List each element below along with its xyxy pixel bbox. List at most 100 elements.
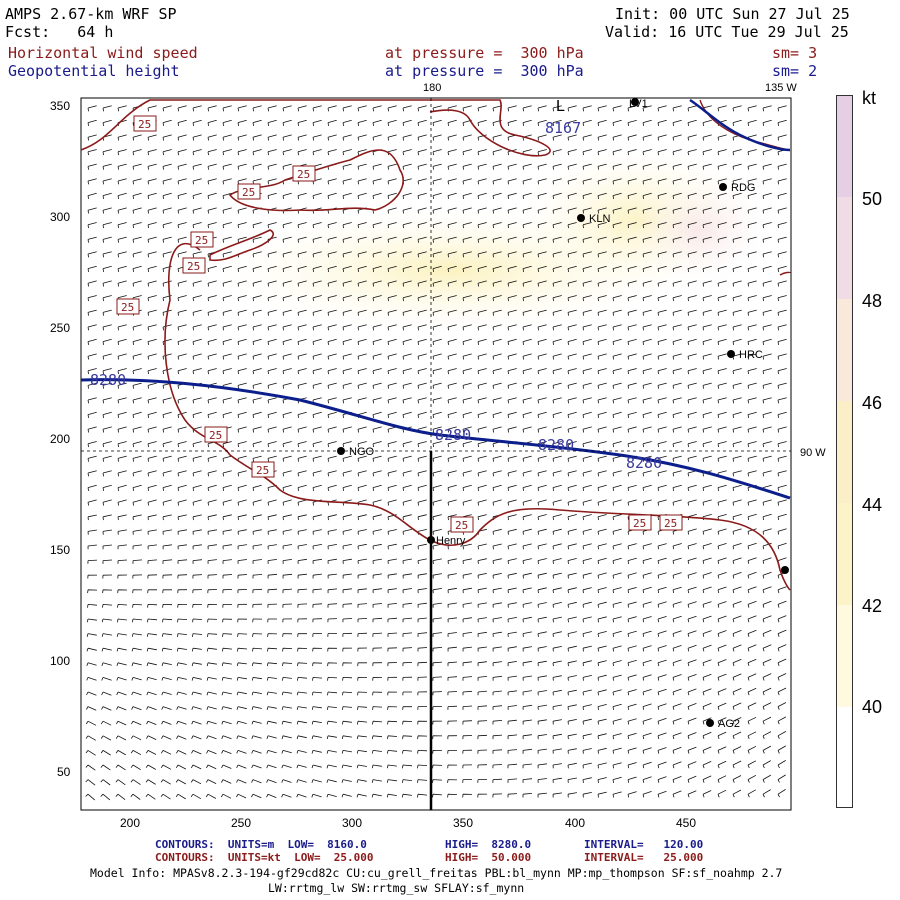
colorbar-label: 40: [862, 697, 883, 717]
wind-barb: [477, 499, 487, 506]
wind-barb: [327, 484, 337, 491]
wind-barb: [417, 750, 428, 754]
wind-barb: [357, 324, 367, 331]
wind-barb: [372, 134, 382, 141]
wind-barb: [417, 470, 427, 477]
wind-barb: [342, 251, 352, 258]
wind-barb: [432, 134, 442, 141]
wind-barb: [447, 705, 458, 710]
wind-barb: [162, 529, 172, 535]
wind-barb: [612, 762, 622, 769]
wind-barb: [642, 761, 652, 769]
wind-barb: [327, 353, 337, 360]
wind-barb: [132, 559, 143, 564]
wind-barb: [717, 557, 727, 564]
wind-barb: [237, 236, 247, 243]
wind-barb: [87, 149, 97, 156]
wind-barb: [206, 750, 217, 755]
wind-barb: [402, 149, 412, 156]
wind-barb: [132, 134, 142, 141]
wind-barb: [657, 645, 667, 652]
wind-barb: [552, 309, 562, 316]
wind-barb: [717, 353, 727, 360]
wind-barb: [702, 441, 712, 448]
wind-barb: [657, 382, 667, 389]
wind-contour: [779, 271, 791, 276]
wind-barb: [492, 587, 502, 594]
wind-barb: [447, 691, 458, 696]
wind-barb: [642, 586, 652, 594]
wind-barb: [642, 689, 652, 696]
wind-barb: [732, 630, 742, 637]
wind-barb: [777, 658, 787, 667]
wind-barb: [387, 543, 397, 550]
wind-barb: [582, 558, 592, 564]
wind-barb: [357, 178, 367, 185]
wind-barb: [447, 338, 457, 345]
wind-barb: [267, 368, 277, 375]
wind-barb: [432, 632, 442, 637]
wind-barb: [687, 455, 697, 462]
wind-barb: [462, 705, 473, 710]
wind-barb: [507, 734, 518, 740]
wind-barb: [492, 134, 502, 141]
wind-barb: [492, 411, 502, 418]
wind-barb: [87, 441, 97, 448]
wind-barb: [372, 558, 382, 564]
wind-barb: [777, 163, 787, 170]
height-label: 8280: [626, 454, 662, 472]
wind-barb: [312, 251, 322, 258]
wind-barb: [762, 499, 772, 506]
wind-barb: [327, 529, 337, 535]
wind-barb: [252, 251, 262, 258]
wind-barb: [717, 499, 727, 506]
wind-barb: [417, 661, 428, 667]
wind-barb: [312, 265, 322, 272]
wind-barb: [117, 455, 127, 462]
wind-barb: [192, 368, 202, 375]
wind-barb: [327, 677, 338, 681]
wind-barb: [612, 397, 622, 404]
wind-barb: [552, 353, 562, 360]
wind-barb: [672, 163, 682, 170]
wind-barb: [87, 382, 97, 389]
wind-barb: [732, 309, 742, 316]
wind-barb: [207, 353, 217, 360]
wind-barb: [266, 764, 277, 769]
wind-barb: [117, 426, 127, 433]
wind-barb: [582, 528, 592, 535]
wind-barb: [236, 677, 247, 681]
wind-barb: [237, 470, 247, 477]
wind-barb: [642, 134, 652, 141]
wind-barb: [417, 338, 427, 345]
wind-barb: [642, 338, 652, 345]
wind-barb: [115, 779, 126, 786]
wind-barb: [161, 647, 172, 652]
wind-barb: [356, 793, 367, 798]
wind-barb: [297, 677, 308, 681]
wind-barb: [296, 779, 307, 783]
wind-barb: [432, 236, 442, 243]
wind-barb: [266, 691, 277, 696]
wind-barb: [402, 338, 412, 345]
wind-barb: [537, 558, 547, 564]
wind-barb: [567, 792, 577, 798]
wind-barb: [687, 499, 697, 506]
x-tick: 450: [676, 816, 697, 830]
wind-barb: [237, 514, 247, 521]
wind-barb: [552, 368, 562, 375]
wind-barb: [537, 734, 547, 740]
wind-barb: [312, 324, 322, 331]
wind-barb: [462, 470, 472, 477]
height-contour: [81, 378, 791, 500]
wind-barb: [507, 411, 517, 418]
wind-barb: [702, 397, 712, 404]
wind-barb: [492, 499, 502, 506]
wind-barb: [251, 720, 262, 725]
wind-barb: [477, 690, 488, 696]
wind-barb: [597, 236, 607, 243]
wind-barb: [222, 163, 232, 170]
wind-barb: [777, 629, 787, 637]
wind-barb: [627, 134, 637, 141]
wind-barb: [281, 691, 292, 696]
